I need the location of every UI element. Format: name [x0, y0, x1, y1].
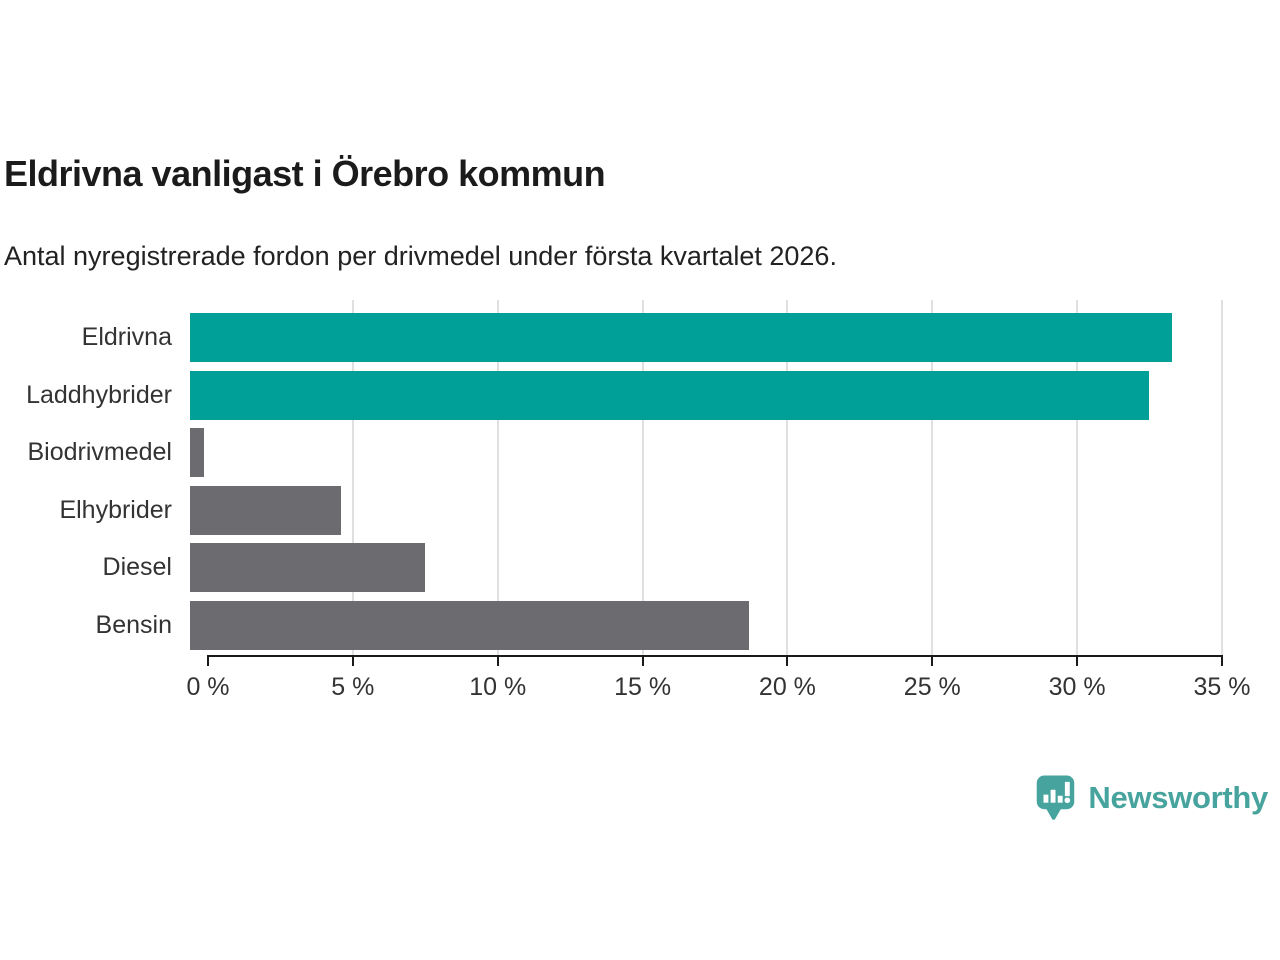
bar-track — [190, 424, 1204, 482]
x-tick — [207, 657, 209, 666]
bar-track — [190, 597, 1204, 655]
category-label: Diesel — [102, 553, 172, 582]
bar-bensin — [190, 600, 750, 650]
bar-elhybrider — [190, 485, 341, 535]
x-tick-label: 5 % — [331, 673, 375, 701]
bar-chart: Eldrivna Laddhybrider Biodrivmedel Elhybrid… — [0, 300, 1280, 710]
x-tick — [1221, 657, 1223, 666]
x-tick — [641, 657, 644, 666]
category-label: Elhybrider — [59, 495, 172, 524]
x-tick — [786, 657, 789, 666]
gridline — [786, 300, 789, 655]
plot-area — [208, 300, 1223, 655]
bar-track — [190, 309, 1204, 367]
x-axis: 0 % 5 % 10 % 15 % 20 % 25 % 30 % 35 % — [0, 655, 1280, 710]
x-tick-label: 0 % — [186, 673, 230, 701]
x-axis-line — [207, 655, 1223, 657]
bar-row: Biodrivmedel — [0, 424, 1280, 482]
bar-row: Eldrivna — [0, 309, 1280, 367]
bar-track — [190, 539, 1204, 597]
category-label: Bensin — [95, 610, 172, 639]
bar-biodrivmedel — [190, 428, 205, 478]
bar-row: Laddhybrider — [0, 367, 1280, 425]
bar-laddhybrider — [190, 370, 1149, 420]
bar-chart-speech-bubble-icon — [1037, 775, 1075, 820]
chart-title: Eldrivna vanligast i Örebro kommun — [4, 153, 606, 194]
bar-row: Bensin — [0, 597, 1280, 655]
bar-rows: Eldrivna Laddhybrider Biodrivmedel Elhybrid… — [0, 300, 1280, 655]
category-label: Laddhybrider — [26, 380, 172, 409]
bar-row: Elhybrider — [0, 482, 1280, 540]
gridline — [1076, 300, 1079, 655]
newsworthy-wordmark: Newsworthy — [1088, 780, 1268, 815]
newsworthy-logo: Newsworthy — [1033, 772, 1268, 824]
category-label: Biodrivmedel — [27, 438, 172, 467]
bar-track — [190, 367, 1204, 425]
x-tick — [351, 657, 354, 666]
x-tick-label: 10 % — [469, 673, 527, 701]
gridline — [641, 300, 644, 655]
x-tick-label: 15 % — [614, 673, 672, 701]
bar-eldrivna — [190, 313, 1173, 363]
bar-diesel — [190, 543, 425, 593]
gridline — [496, 300, 499, 655]
chart-subtitle: Antal nyregistrerade fordon per drivmede… — [4, 241, 837, 271]
x-tick — [1076, 657, 1079, 666]
gridline — [931, 300, 934, 655]
x-tick — [496, 657, 499, 666]
bar-track — [190, 482, 1204, 540]
x-tick-label: 35 % — [1193, 673, 1251, 701]
x-tick-label: 30 % — [1048, 673, 1106, 701]
x-tick-label: 20 % — [758, 673, 816, 701]
x-tick — [931, 657, 934, 666]
bar-row: Diesel — [0, 539, 1280, 597]
gridline — [351, 300, 354, 655]
x-tick-label: 25 % — [903, 673, 961, 701]
gridline — [1221, 300, 1223, 655]
category-label: Eldrivna — [81, 323, 172, 352]
